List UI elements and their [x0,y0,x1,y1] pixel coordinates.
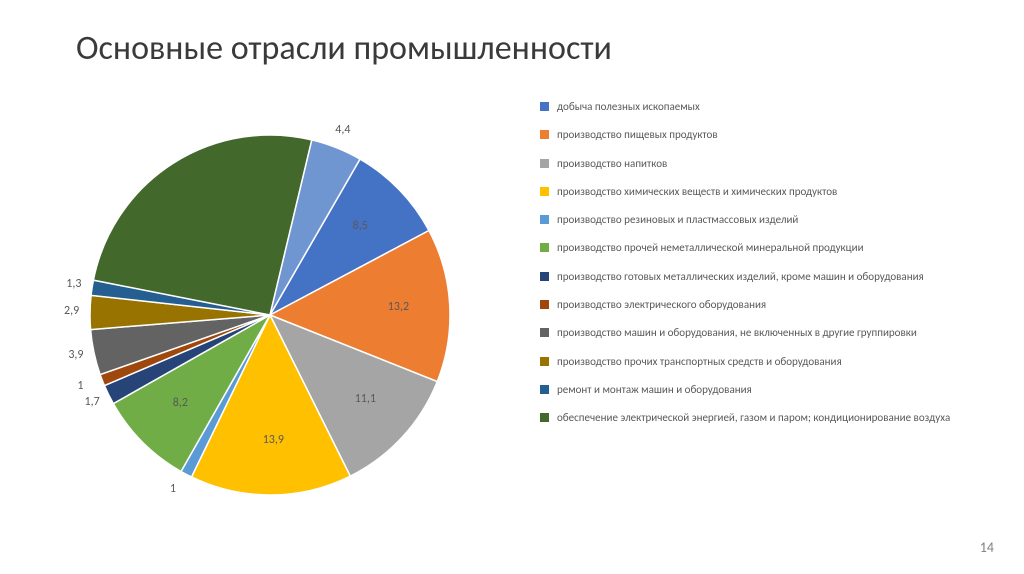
legend-item: добыча полезных ископаемых [540,100,970,114]
legend-marker [540,102,549,111]
legend: добыча полезных ископаемых производство п… [540,100,970,440]
legend-label: производство прочих транспортных средств… [557,355,970,369]
legend-label: производство напитков [557,157,970,171]
legend-label: производство химических веществ и химиче… [557,185,970,199]
legend-item: производство машин и оборудования, не вк… [540,326,970,340]
legend-marker [540,243,549,252]
pie-value-label: 1,7 [85,395,100,409]
legend-label: производство резиновых и пластмассовых и… [557,213,970,227]
legend-item: ремонт и монтаж машин и оборудования [540,383,970,397]
legend-label: добыча полезных ископаемых [557,100,970,114]
pie-value-label: 13,2 [388,300,409,314]
pie-chart: 8,513,211,113,918,21,713,92,91,34,4 [90,100,510,520]
legend-marker [540,300,549,309]
legend-item: производство прочих транспортных средств… [540,355,970,369]
pie-value-label: 4,4 [335,123,350,137]
pie-value-label: 2,9 [64,304,79,318]
legend-label: производство готовых металлических издел… [557,270,970,284]
legend-item: производство химических веществ и химиче… [540,185,970,199]
legend-item: обеспечение электрической энергией, газо… [540,411,970,425]
pie-value-label: 11,1 [355,392,376,406]
page-number: 14 [980,539,994,556]
legend-label: производство пищевых продуктов [557,128,970,142]
legend-marker [540,130,549,139]
legend-marker [540,215,549,224]
legend-marker [540,357,549,366]
pie-value-label: 13,9 [263,433,284,447]
legend-label: производство электрического оборудования [557,298,970,312]
legend-label: обеспечение электрической энергией, газо… [557,411,970,425]
pie-value-label: 1,3 [66,277,81,291]
legend-label: ремонт и монтаж машин и оборудования [557,383,970,397]
pie-value-label: 3,9 [68,348,83,362]
legend-label: производство прочей неметаллической мине… [557,241,970,255]
pie-value-label: 1 [77,379,83,393]
page-title: Основные отрасли промышленности [76,28,612,69]
legend-marker [540,159,549,168]
legend-item: производство электрического оборудования [540,298,970,312]
pie-value-label: 1 [170,482,176,496]
legend-label: производство машин и оборудования, не вк… [557,326,970,340]
legend-item: производство готовых металлических издел… [540,270,970,284]
pie-value-label: 8,5 [353,219,368,233]
legend-marker [540,385,549,394]
legend-marker [540,187,549,196]
legend-marker [540,272,549,281]
legend-marker [540,413,549,422]
legend-marker [540,328,549,337]
legend-item: производство прочей неметаллической мине… [540,241,970,255]
slide: Основные отрасли промышленности 8,5 13,2 1… [0,0,1024,574]
legend-item: производство напитков [540,157,970,171]
legend-item: производство пищевых продуктов [540,128,970,142]
pie-value-label: 8,2 [173,396,188,410]
legend-item: производство резиновых и пластмассовых и… [540,213,970,227]
